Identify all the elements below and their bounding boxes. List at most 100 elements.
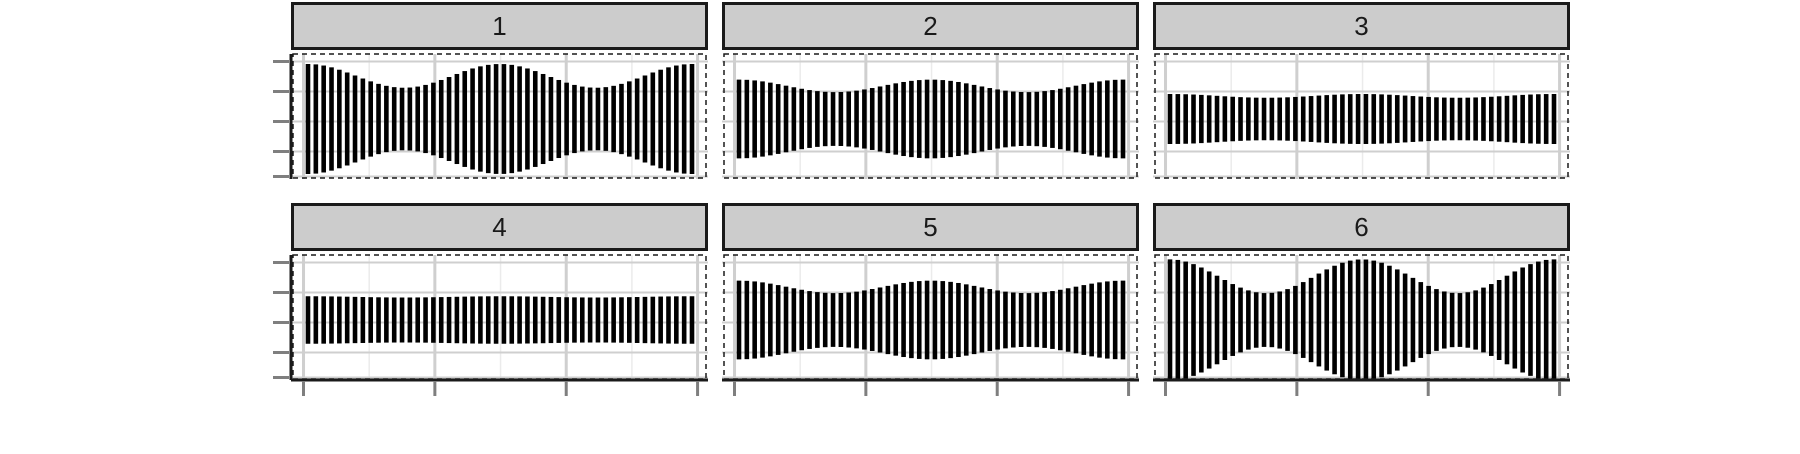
chart-bar — [972, 286, 977, 354]
chart-bar — [408, 297, 413, 342]
facet-strip-label: 4 — [492, 212, 506, 242]
chart-bar — [1262, 293, 1267, 347]
chart-bar — [635, 297, 640, 343]
chart-bar — [1223, 96, 1228, 141]
chart-bar — [384, 297, 389, 342]
chart-bar — [1082, 84, 1087, 154]
chart-bar — [588, 297, 593, 342]
chart-bar — [462, 297, 467, 344]
chart-bar — [1458, 293, 1463, 347]
chart-bar — [470, 296, 475, 343]
chart-bar — [799, 290, 804, 350]
chart-bar — [392, 297, 397, 342]
chart-bar — [807, 291, 812, 349]
chart-bar — [1050, 291, 1055, 349]
chart-bar — [415, 87, 420, 152]
chart-bar — [784, 287, 789, 354]
chart-bar — [1324, 95, 1329, 143]
chart-bar — [925, 80, 930, 159]
chart-bar — [862, 89, 867, 148]
chart-bar — [509, 296, 514, 343]
chart-bar — [1097, 282, 1102, 357]
chart-bar — [893, 83, 898, 154]
chart-bar — [556, 80, 561, 158]
chart-bar — [1074, 287, 1079, 354]
facet-strip-label: 6 — [1354, 212, 1368, 242]
chart-bar — [886, 85, 891, 153]
chart-bar — [1544, 94, 1549, 144]
chart-bar — [878, 287, 883, 352]
chart-bar — [572, 85, 577, 153]
facet-panel-4: 4 — [273, 205, 708, 397]
chart-bar — [1356, 94, 1361, 144]
chart-bar — [839, 293, 844, 347]
chart-bar — [345, 297, 350, 344]
chart-bar — [470, 68, 475, 169]
chart-bar — [1395, 269, 1400, 370]
chart-bar — [831, 92, 836, 146]
chart-bar — [964, 83, 969, 154]
chart-bar — [564, 83, 569, 156]
chart-bar — [846, 293, 851, 348]
chart-bar — [1027, 293, 1032, 347]
chart-bar — [917, 281, 922, 359]
chart-bar — [1034, 92, 1039, 146]
chart-bar — [987, 88, 992, 150]
chart-bar — [1050, 90, 1055, 148]
chart-bar — [901, 283, 906, 357]
chart-bar — [760, 282, 765, 357]
chart-bar — [1505, 276, 1510, 365]
chart-bar — [1489, 284, 1494, 356]
chart-bar — [987, 289, 992, 351]
chart-bar — [854, 292, 859, 349]
chart-bar — [1473, 97, 1478, 140]
chart-bar — [502, 296, 507, 343]
chart-bar — [596, 297, 601, 342]
chart-bar — [462, 71, 467, 167]
chart-bar — [337, 297, 342, 344]
chart-bar — [447, 77, 452, 161]
chart-bar — [361, 79, 366, 160]
chart-bar — [478, 296, 483, 343]
chart-bar — [1097, 81, 1102, 156]
chart-bar — [1176, 260, 1181, 380]
chart-bar — [580, 297, 585, 342]
chart-bar — [329, 67, 334, 170]
chart-bar — [1348, 94, 1353, 144]
chart-bar — [415, 297, 420, 342]
chart-bar — [517, 296, 522, 343]
chart-bar — [1113, 80, 1118, 158]
facet-panel-1: 1 — [273, 4, 708, 180]
chart-bar — [1011, 293, 1016, 348]
chart-bar — [1011, 92, 1016, 147]
chart-bar — [1301, 282, 1306, 358]
chart-bar — [1034, 293, 1039, 347]
chart-bar — [1332, 95, 1337, 144]
chart-bar — [1215, 276, 1220, 365]
chart-bar — [1497, 96, 1502, 141]
chart-bar — [533, 297, 538, 344]
chart-bar — [439, 80, 444, 158]
chart-bar — [423, 297, 428, 342]
chart-bar — [400, 297, 405, 342]
chart-bar — [502, 64, 507, 174]
chart-bar — [1450, 98, 1455, 141]
chart-bar — [933, 80, 938, 159]
chart-bar — [1309, 278, 1314, 362]
chart-bar — [674, 296, 679, 343]
chart-bar — [447, 297, 452, 343]
chart-bar — [1066, 288, 1071, 351]
chart-bar — [776, 285, 781, 355]
chart-bar — [1262, 98, 1267, 141]
chart-bar — [1371, 261, 1376, 380]
chart-bar — [1277, 291, 1282, 348]
chart-bar — [1505, 96, 1510, 142]
chart-bar — [1434, 289, 1439, 351]
chart-bar — [361, 297, 366, 343]
chart-bar — [603, 87, 608, 151]
chart-bar — [752, 281, 757, 358]
chart-bar — [431, 297, 436, 343]
chart-bar — [948, 282, 953, 358]
chart-bar — [1285, 97, 1290, 140]
facet-strip-label: 2 — [923, 11, 937, 41]
